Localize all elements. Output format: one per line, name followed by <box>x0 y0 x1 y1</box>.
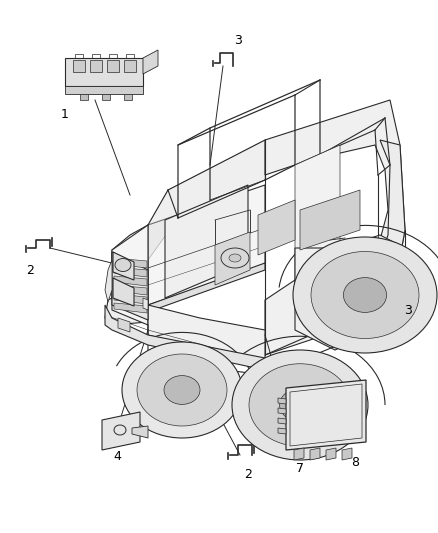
Text: 4: 4 <box>113 450 121 464</box>
Polygon shape <box>295 145 340 285</box>
Polygon shape <box>118 318 130 332</box>
Polygon shape <box>113 278 134 306</box>
Ellipse shape <box>115 259 131 271</box>
Ellipse shape <box>293 237 437 353</box>
Polygon shape <box>112 225 148 318</box>
Polygon shape <box>278 428 286 434</box>
Text: 7: 7 <box>296 462 304 474</box>
Text: 3: 3 <box>404 303 412 317</box>
Polygon shape <box>113 252 134 280</box>
Polygon shape <box>114 303 147 313</box>
Polygon shape <box>132 426 148 438</box>
Polygon shape <box>124 94 132 100</box>
Polygon shape <box>102 412 140 450</box>
Polygon shape <box>294 448 304 460</box>
Polygon shape <box>65 58 143 86</box>
Text: 2: 2 <box>244 469 252 481</box>
Polygon shape <box>114 285 147 295</box>
Polygon shape <box>295 235 405 350</box>
Polygon shape <box>258 200 295 255</box>
Polygon shape <box>105 305 265 370</box>
Polygon shape <box>143 50 158 74</box>
Text: 2: 2 <box>26 263 34 277</box>
Polygon shape <box>80 94 88 100</box>
Text: 1: 1 <box>61 109 69 122</box>
Polygon shape <box>114 267 147 277</box>
Text: 3: 3 <box>234 34 242 46</box>
Polygon shape <box>114 294 147 304</box>
Polygon shape <box>114 258 147 268</box>
Polygon shape <box>73 60 85 72</box>
Polygon shape <box>148 185 265 305</box>
Polygon shape <box>278 418 286 424</box>
Polygon shape <box>65 86 143 94</box>
Ellipse shape <box>137 354 227 426</box>
Polygon shape <box>148 263 265 312</box>
Polygon shape <box>342 448 352 460</box>
Polygon shape <box>278 408 286 414</box>
Polygon shape <box>105 298 148 325</box>
Polygon shape <box>215 232 250 285</box>
Polygon shape <box>265 100 405 355</box>
Polygon shape <box>326 448 336 460</box>
Ellipse shape <box>343 278 387 312</box>
Ellipse shape <box>229 254 241 262</box>
Polygon shape <box>112 225 148 325</box>
Ellipse shape <box>249 364 351 446</box>
Polygon shape <box>378 140 405 305</box>
Ellipse shape <box>164 376 200 405</box>
Polygon shape <box>124 60 136 72</box>
Polygon shape <box>107 60 119 72</box>
Ellipse shape <box>232 350 368 460</box>
Ellipse shape <box>279 389 321 422</box>
Polygon shape <box>148 305 265 360</box>
Text: 8: 8 <box>351 456 359 470</box>
Ellipse shape <box>122 342 242 438</box>
Polygon shape <box>114 276 147 286</box>
Polygon shape <box>143 298 148 310</box>
Polygon shape <box>102 94 110 100</box>
Polygon shape <box>112 252 148 320</box>
Polygon shape <box>278 398 286 404</box>
Polygon shape <box>300 190 360 250</box>
Polygon shape <box>286 380 366 450</box>
Polygon shape <box>310 448 320 460</box>
Ellipse shape <box>311 252 419 338</box>
Polygon shape <box>165 185 248 298</box>
Polygon shape <box>90 60 102 72</box>
Polygon shape <box>105 260 112 302</box>
Polygon shape <box>148 140 265 260</box>
